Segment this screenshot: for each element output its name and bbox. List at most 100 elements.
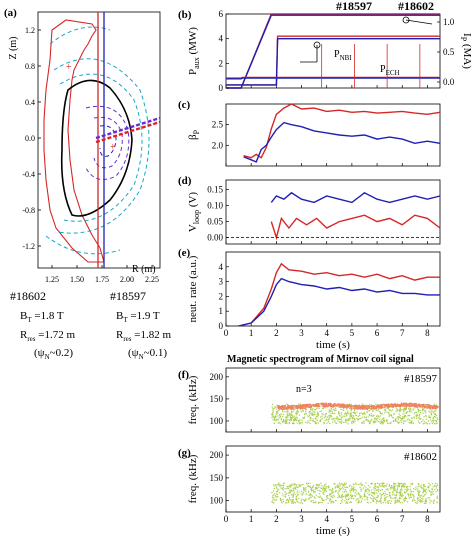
spectro-pixel-broadband: [285, 416, 287, 418]
spectro-pixel-broadband: [294, 417, 296, 419]
spectro-pixel-broadband: [287, 499, 289, 501]
spectro-pixel-broadband: [347, 499, 349, 501]
y-axis-label: Vloop (V): [187, 192, 201, 233]
series-line-red: [270, 214, 441, 241]
spectro-pixel-broadband: [400, 489, 402, 491]
y-tick-label: 0.05: [207, 217, 223, 227]
spectro-pixel-broadband: [431, 489, 433, 491]
spectro-pixel-broadband: [319, 501, 321, 504]
time-tick-label: 2: [274, 328, 279, 338]
spectro-pixel-broadband: [403, 500, 405, 502]
spectro-pixel-broadband: [410, 496, 412, 498]
spectro-pixel-broadband: [271, 416, 273, 419]
spectro-pixel-broadband: [304, 412, 306, 414]
spectro-pixel-mode: [381, 405, 383, 407]
spectro-pixel-broadband: [370, 497, 372, 499]
spectro-pixel-broadband: [403, 485, 405, 487]
spectro-pixel-broadband: [310, 487, 313, 489]
spectro-pixel-broadband: [317, 413, 319, 415]
spectro-pixel-broadband: [397, 485, 399, 487]
y-tick-label: 150: [210, 394, 224, 404]
spectro-pixel-broadband: [353, 489, 355, 491]
spectro-pixel-mode: [300, 405, 302, 408]
spectro-pixel-broadband: [397, 492, 399, 494]
spectro-pixel-broadband: [346, 498, 348, 501]
spectro-pixel-broadband: [427, 497, 429, 499]
spectro-pixel-broadband: [291, 417, 293, 419]
spectro-pixel-broadband: [434, 420, 436, 422]
spectro-pixel-broadband: [328, 417, 330, 419]
panel-a-frame: [37, 11, 161, 269]
spectro-pixel-broadband: [373, 414, 375, 416]
spectro-pixel-broadband: [320, 419, 322, 421]
spectro-pixel-mode: [417, 404, 420, 407]
spectro-pixel-broadband: [293, 489, 295, 491]
spectro-pixel-broadband: [302, 492, 304, 494]
spectro-pixel-broadband: [311, 410, 313, 412]
spectro-pixel-mode: [347, 406, 349, 408]
spectro-pixel-broadband: [403, 499, 405, 501]
spectro-pixel-broadband: [434, 415, 436, 418]
spectro-pixel-broadband: [394, 499, 396, 502]
spectro-pixel-broadband: [402, 420, 404, 422]
spectro-pixel-broadband: [294, 483, 296, 485]
spectro-pixel-broadband: [407, 493, 409, 495]
spectro-pixel-broadband: [425, 502, 427, 504]
spectro-pixel-broadband: [383, 421, 385, 423]
spectro-pixel-broadband: [334, 420, 336, 422]
spectro-pixel-broadband: [423, 422, 425, 424]
spectro-pixel-broadband: [431, 493, 433, 495]
spectro-pixel-broadband: [281, 420, 283, 423]
spectro-pixel-broadband: [358, 493, 360, 495]
spectro-pixel-broadband: [314, 422, 317, 424]
spectro-pixel-broadband: [429, 484, 431, 486]
spectro-pixel-broadband: [390, 414, 392, 416]
spectro-pixel-broadband: [381, 421, 383, 423]
spectro-pixel-broadband: [291, 500, 293, 502]
spectro-pixel-mode: [418, 404, 421, 406]
spectro-pixel-broadband: [357, 498, 359, 500]
spectro-pixel-broadband: [395, 418, 397, 420]
spectro-pixel-broadband: [279, 492, 281, 494]
spectro-pixel-broadband: [423, 502, 425, 504]
spectro-pixel-broadband: [425, 410, 427, 412]
spectro-pixel-mode: [325, 404, 327, 407]
spectro-pixel-mode: [285, 408, 288, 410]
spectro-pixel-broadband: [368, 407, 370, 410]
spectro-pixel-broadband: [428, 497, 430, 499]
spectro-pixel-broadband: [398, 500, 400, 502]
spectro-pixel-broadband: [379, 483, 381, 485]
spectro-pixel-broadband: [364, 413, 366, 415]
spectro-pixel-mode: [315, 403, 317, 406]
spectro-pixel-broadband: [289, 419, 291, 421]
spectro-pixel-mode: [296, 406, 298, 408]
spectro-pixel-broadband: [397, 483, 399, 485]
spectro-pixel-broadband: [426, 423, 428, 425]
spectro-pixel-broadband: [376, 500, 378, 502]
spectro-pixel-broadband: [366, 498, 369, 501]
spectro-pixel-mode: [375, 406, 378, 409]
spectro-pixel-broadband: [305, 493, 307, 495]
spectro-pixel-broadband: [418, 493, 420, 495]
spectro-pixel-mode: [320, 403, 323, 405]
spectro-pixel-broadband: [367, 410, 369, 412]
spectro-pixel-broadband: [413, 495, 415, 497]
spectro-pixel-broadband: [332, 492, 334, 494]
spectro-pixel-broadband: [305, 421, 307, 423]
spectro-pixel-broadband: [361, 496, 363, 498]
spectro-pixel-broadband: [344, 486, 346, 488]
spectro-pixel-broadband: [344, 413, 346, 415]
spectro-pixel-broadband: [418, 414, 420, 417]
spectro-pixel-broadband: [328, 418, 330, 420]
spectro-pixel-broadband: [280, 485, 282, 487]
spectro-pixel-broadband: [280, 418, 282, 420]
spectro-pixel-broadband: [422, 487, 424, 489]
spectro-pixel-mode: [305, 405, 307, 408]
spectro-pixel-broadband: [365, 489, 367, 491]
spectro-pixel-broadband: [424, 493, 426, 495]
spectro-pixel-broadband: [302, 417, 304, 419]
spectro-pixel-broadband: [360, 490, 362, 492]
spectro-pixel-broadband: [430, 494, 432, 496]
spectro-pixel-mode: [435, 406, 437, 409]
spectro-pixel-broadband: [357, 501, 359, 503]
